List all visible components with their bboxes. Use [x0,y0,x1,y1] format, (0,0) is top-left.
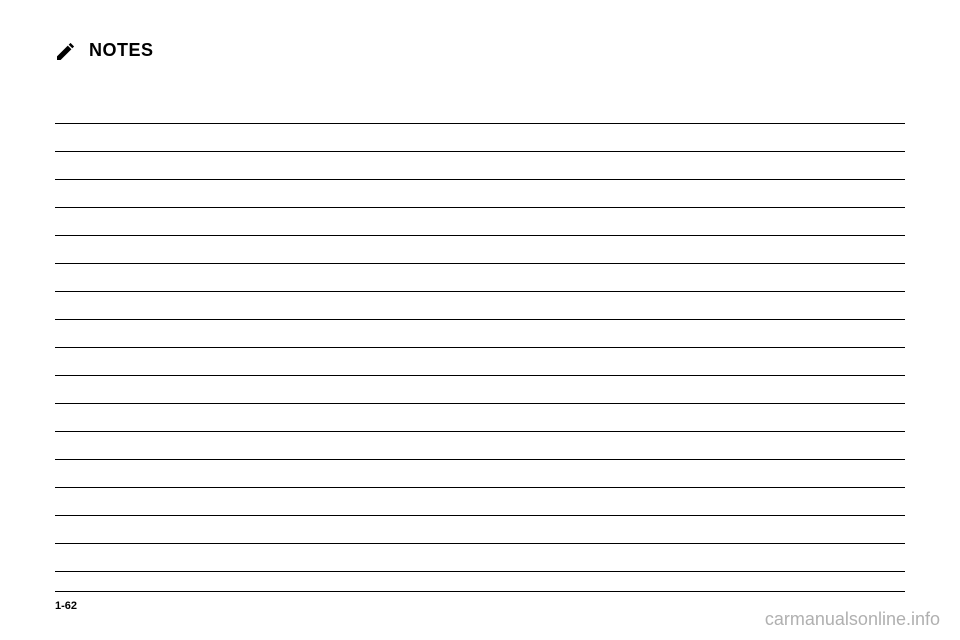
note-line [55,348,905,376]
note-line [55,544,905,572]
page-number: 1-62 [55,600,77,612]
footer-divider [55,591,905,592]
note-line [55,208,905,236]
note-line [55,488,905,516]
watermark-text: carmanualsonline.info [765,609,940,630]
note-line [55,320,905,348]
note-line [55,404,905,432]
pencil-icon [55,42,77,60]
note-line [55,292,905,320]
page-title: NOTES [89,40,154,61]
note-line [55,96,905,124]
note-line [55,124,905,152]
note-lines-container [55,96,905,572]
note-line [55,152,905,180]
note-line [55,236,905,264]
note-line [55,516,905,544]
notes-page: NOTES 1-62 carmanualsonline.info [0,0,960,640]
note-line [55,376,905,404]
note-line [55,432,905,460]
page-header: NOTES [55,40,905,61]
note-line [55,460,905,488]
note-line [55,264,905,292]
note-line [55,180,905,208]
